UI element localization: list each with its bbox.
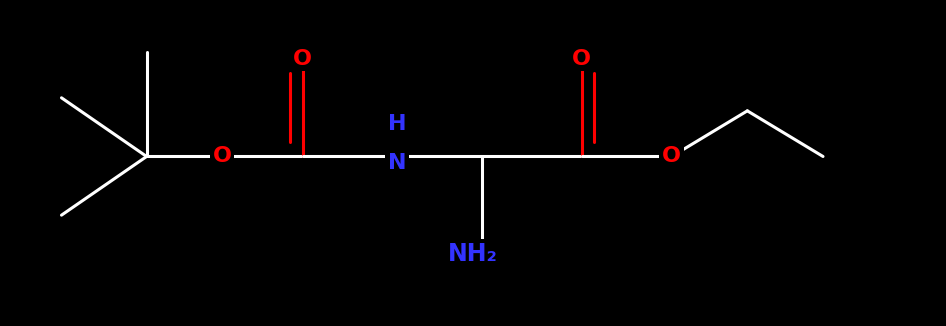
Text: O: O xyxy=(662,146,681,167)
Text: O: O xyxy=(293,49,312,69)
Text: NH₂: NH₂ xyxy=(448,242,498,266)
Text: O: O xyxy=(213,146,232,167)
Text: H: H xyxy=(388,114,407,134)
Text: O: O xyxy=(572,49,591,69)
Text: N: N xyxy=(388,153,407,173)
